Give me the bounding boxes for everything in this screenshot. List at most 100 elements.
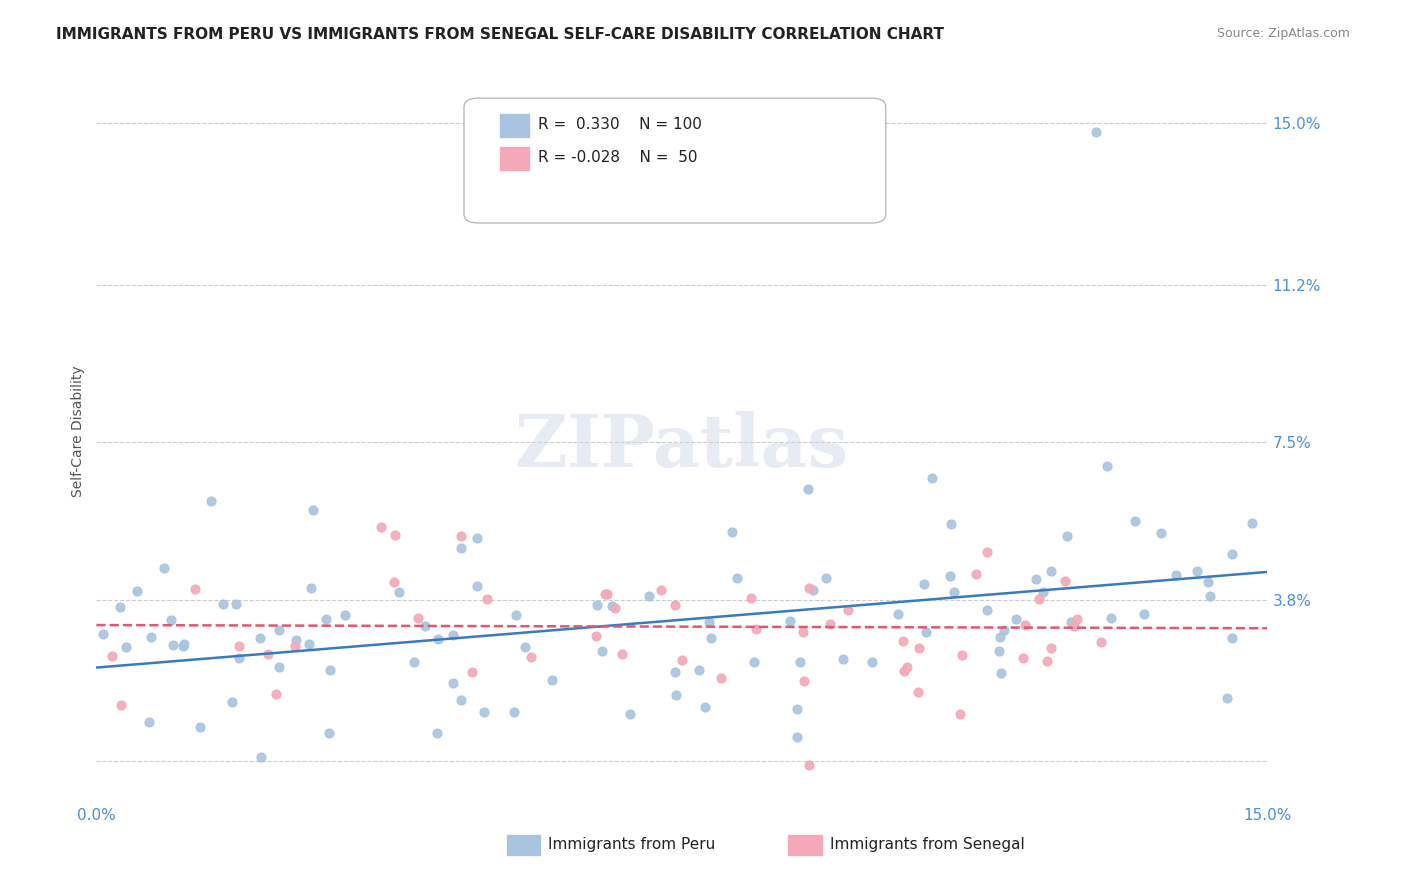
Point [388, 585, 411, 599]
Point [406, 611, 429, 625]
Point [585, 630, 607, 644]
Point [267, 659, 290, 673]
Point [450, 529, 472, 543]
Point [225, 597, 247, 611]
Point [801, 583, 824, 598]
Point [695, 700, 717, 714]
Point [319, 663, 342, 677]
Point [799, 581, 821, 595]
Point [815, 571, 838, 585]
Point [1099, 611, 1122, 625]
Point [939, 568, 962, 582]
Point [1125, 514, 1147, 528]
Point [1039, 640, 1062, 655]
Point [976, 545, 998, 559]
Point [1084, 125, 1107, 139]
Point [650, 583, 672, 598]
Point [285, 633, 308, 648]
Point [912, 577, 935, 591]
Point [162, 638, 184, 652]
Point [832, 652, 855, 666]
Point [1014, 618, 1036, 632]
Point [299, 581, 322, 595]
Point [159, 613, 181, 627]
Point [886, 607, 908, 622]
Point [384, 527, 406, 541]
Point [664, 598, 686, 612]
Point [221, 695, 243, 709]
Point [110, 698, 132, 712]
Point [172, 639, 194, 653]
Text: Immigrants from Peru: Immigrants from Peru [548, 838, 716, 852]
Text: R =  0.330    N = 100: R = 0.330 N = 100 [538, 118, 703, 132]
Point [818, 616, 841, 631]
Point [125, 584, 148, 599]
Point [1197, 574, 1219, 589]
Point [605, 600, 627, 615]
Point [249, 631, 271, 645]
Point [267, 623, 290, 637]
Point [1056, 529, 1078, 543]
Point [638, 589, 661, 603]
Point [950, 648, 973, 662]
Point [1060, 615, 1083, 629]
Point [333, 607, 356, 622]
Point [1090, 635, 1112, 649]
Point [893, 664, 915, 678]
Point [1066, 611, 1088, 625]
Point [921, 471, 943, 485]
Point [612, 647, 634, 661]
Point [257, 647, 280, 661]
Point [370, 520, 392, 534]
Point [1005, 612, 1028, 626]
Point [283, 639, 305, 653]
Point [1216, 690, 1239, 705]
Point [472, 705, 495, 719]
Point [110, 600, 132, 615]
Point [942, 584, 965, 599]
Point [709, 671, 731, 685]
Point [415, 619, 437, 633]
Point [697, 615, 720, 630]
Point [302, 503, 325, 517]
Point [939, 516, 962, 531]
Text: IMMIGRANTS FROM PERU VS IMMIGRANTS FROM SENEGAL SELF-CARE DISABILITY CORRELATION: IMMIGRANTS FROM PERU VS IMMIGRANTS FROM … [56, 27, 945, 42]
Point [540, 673, 562, 688]
Point [595, 587, 617, 601]
Point [450, 693, 472, 707]
Point [1133, 607, 1156, 621]
Point [745, 623, 768, 637]
Point [907, 640, 929, 655]
Point [441, 627, 464, 641]
Point [797, 482, 820, 496]
Point [792, 624, 814, 639]
Point [1095, 458, 1118, 473]
Point [318, 725, 340, 739]
Point [101, 648, 124, 663]
Point [1198, 589, 1220, 603]
Point [1150, 525, 1173, 540]
Point [188, 720, 211, 734]
Point [382, 574, 405, 589]
Point [138, 714, 160, 729]
Point [860, 655, 883, 669]
Point [520, 650, 543, 665]
Point [228, 639, 250, 653]
Point [988, 643, 1011, 657]
Point [1164, 568, 1187, 582]
Point [315, 612, 337, 626]
Point [907, 685, 929, 699]
Point [665, 688, 688, 702]
Point [264, 687, 287, 701]
Point [837, 603, 859, 617]
Y-axis label: Self-Care Disability: Self-Care Disability [72, 366, 86, 498]
Point [228, 651, 250, 665]
Text: Immigrants from Senegal: Immigrants from Senegal [830, 838, 1025, 852]
Point [793, 673, 815, 688]
Point [298, 637, 321, 651]
Point [1035, 654, 1057, 668]
Point [1028, 591, 1050, 606]
Point [173, 637, 195, 651]
Point [891, 633, 914, 648]
Point [441, 676, 464, 690]
